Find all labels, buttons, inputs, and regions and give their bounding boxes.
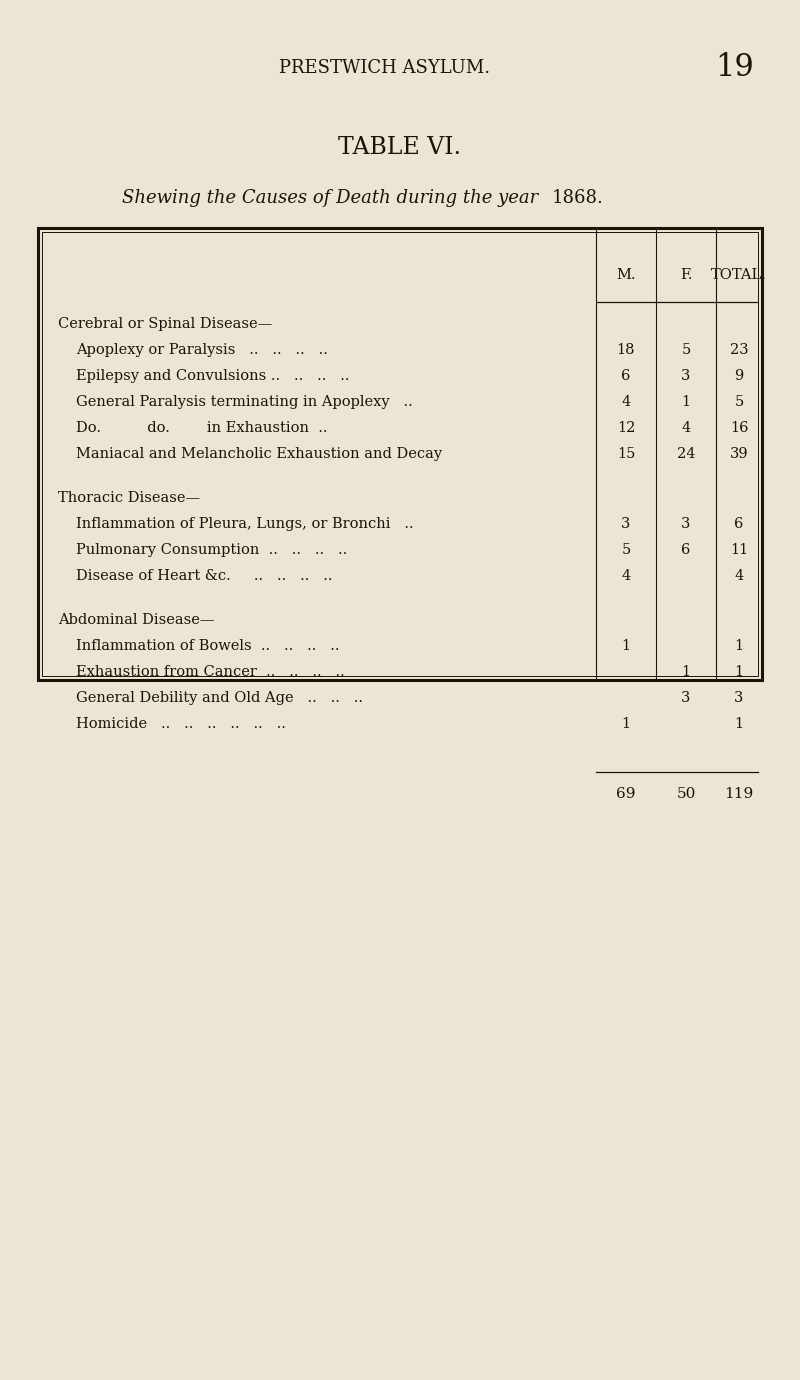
Text: 1868.: 1868. <box>552 189 604 207</box>
Text: 16: 16 <box>730 421 748 435</box>
Text: Shewing the Causes of Death during the year: Shewing the Causes of Death during the y… <box>122 189 538 207</box>
Text: Inflammation of Bowels  ..   ..   ..   ..: Inflammation of Bowels .. .. .. .. <box>76 639 339 653</box>
Text: 4: 4 <box>622 395 630 408</box>
Text: Epilepsy and Convulsions ..   ..   ..   ..: Epilepsy and Convulsions .. .. .. .. <box>76 368 350 384</box>
Text: Exhaustion from Cancer  ..   ..   ..   ..: Exhaustion from Cancer .. .. .. .. <box>76 665 345 679</box>
Text: Thoracic Disease—: Thoracic Disease— <box>58 491 200 505</box>
Text: General Paralysis terminating in Apoplexy   ..: General Paralysis terminating in Apoplex… <box>76 395 413 408</box>
Text: 6: 6 <box>682 542 690 558</box>
Text: Homicide   ..   ..   ..   ..   ..   ..: Homicide .. .. .. .. .. .. <box>76 718 286 731</box>
Text: Pulmonary Consumption  ..   ..   ..   ..: Pulmonary Consumption .. .. .. .. <box>76 542 347 558</box>
Text: TOTAL.: TOTAL. <box>711 268 767 282</box>
Text: Apoplexy or Paralysis   ..   ..   ..   ..: Apoplexy or Paralysis .. .. .. .. <box>76 344 328 357</box>
Text: 1: 1 <box>734 665 743 679</box>
Text: 5: 5 <box>622 542 630 558</box>
Text: 18: 18 <box>617 344 635 357</box>
Text: 119: 119 <box>724 787 754 800</box>
Text: 3: 3 <box>622 518 630 531</box>
Text: 1: 1 <box>734 718 743 731</box>
Text: 5: 5 <box>682 344 690 357</box>
Text: 19: 19 <box>716 52 754 84</box>
Text: 3: 3 <box>682 368 690 384</box>
Text: 3: 3 <box>682 518 690 531</box>
Text: 6: 6 <box>734 518 744 531</box>
Text: General Debility and Old Age   ..   ..   ..: General Debility and Old Age .. .. .. <box>76 691 363 705</box>
Text: 1: 1 <box>622 718 630 731</box>
Text: Maniacal and Melancholic Exhaustion and Decay: Maniacal and Melancholic Exhaustion and … <box>76 447 442 461</box>
Text: 3: 3 <box>682 691 690 705</box>
Text: 69: 69 <box>616 787 636 800</box>
Text: F.: F. <box>680 268 692 282</box>
Bar <box>38 228 762 680</box>
Text: Do.          do.        in Exhaustion  ..: Do. do. in Exhaustion .. <box>76 421 327 435</box>
Text: 6: 6 <box>622 368 630 384</box>
Text: 3: 3 <box>734 691 744 705</box>
Text: 1: 1 <box>622 639 630 653</box>
Text: Abdominal Disease—: Abdominal Disease— <box>58 613 214 627</box>
Bar <box>42 232 758 676</box>
Text: 12: 12 <box>617 421 635 435</box>
Text: 39: 39 <box>730 447 748 461</box>
Text: 4: 4 <box>682 421 690 435</box>
Text: Inflammation of Pleura, Lungs, or Bronchi   ..: Inflammation of Pleura, Lungs, or Bronch… <box>76 518 414 531</box>
Text: 11: 11 <box>730 542 748 558</box>
Text: 15: 15 <box>617 447 635 461</box>
Text: 5: 5 <box>734 395 744 408</box>
Text: 1: 1 <box>682 665 690 679</box>
Text: PRESTWICH ASYLUM.: PRESTWICH ASYLUM. <box>279 59 490 77</box>
Text: 23: 23 <box>730 344 748 357</box>
Text: 9: 9 <box>734 368 744 384</box>
Text: Disease of Heart &c.     ..   ..   ..   ..: Disease of Heart &c. .. .. .. .. <box>76 569 333 582</box>
Text: 4: 4 <box>622 569 630 582</box>
Text: Cerebral or Spinal Disease—: Cerebral or Spinal Disease— <box>58 317 272 331</box>
Text: 1: 1 <box>734 639 743 653</box>
Text: M.: M. <box>616 268 636 282</box>
Text: TABLE VI.: TABLE VI. <box>338 137 462 160</box>
Text: 24: 24 <box>677 447 695 461</box>
Text: 1: 1 <box>682 395 690 408</box>
Text: 50: 50 <box>676 787 696 800</box>
Text: 4: 4 <box>734 569 744 582</box>
